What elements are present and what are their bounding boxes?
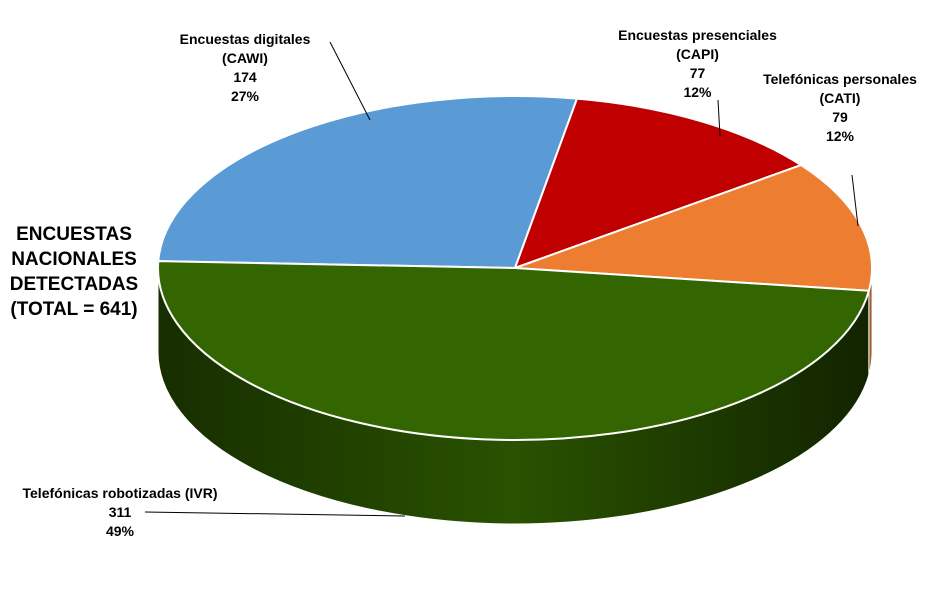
chart-title-line: (TOTAL = 641) [10,299,138,320]
chart-title-line: ENCUESTAS [16,224,132,245]
chart-title-line: DETECTADAS [9,274,139,295]
data-label: Telefónicas robotizadas (IVR) 311 49% [10,484,230,541]
data-label: Encuestas presenciales (CAPI) 77 12% [615,26,780,102]
leader-line [144,511,406,517]
percent-label: 27% [230,88,260,104]
value-label: 311 [108,504,132,520]
pie-slice [514,163,873,292]
leader-line [851,174,859,227]
percent-label: 49% [105,523,135,539]
leader-line [717,99,721,137]
chart-title-line: NACIONALES [11,249,137,270]
category-label: Telefónicas robotizadas (IVR) [22,485,218,501]
pie-slice [157,260,871,441]
pie-slice [513,97,804,270]
percent-label: 12% [683,84,712,100]
data-label: Telefónicas personales (CATI) 79 12% [760,70,920,146]
category-label: Telefónicas personales (CATI) [763,71,917,106]
pie-slice [157,95,579,270]
category-label: Encuestas digitales (CAWI) [179,31,311,66]
chart-title: ENCUESTAS NACIONALES DETECTADAS (TOTAL = 64… [0,222,148,322]
value-label: 79 [832,109,848,125]
category-label: Encuestas presenciales (CAPI) [618,27,777,62]
leader-line [329,41,371,121]
value-label: 174 [233,69,257,85]
value-label: 77 [689,65,706,81]
percent-label: 12% [825,128,855,144]
data-label: Encuestas digitales (CAWI) 174 27% [160,30,330,106]
